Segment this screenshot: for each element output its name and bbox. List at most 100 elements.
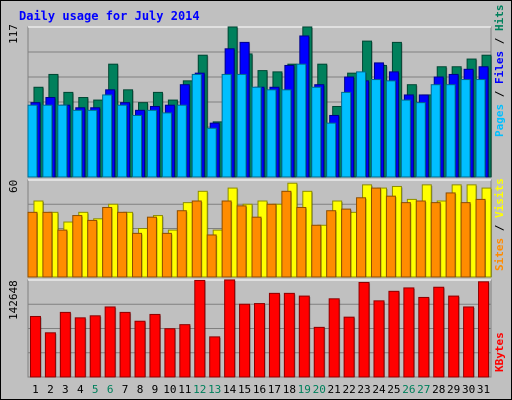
kbytes-bar [179, 324, 191, 378]
pages-bar [146, 109, 157, 178]
chart-title: Daily usage for July 2014 [19, 9, 200, 23]
day-label: 16 [253, 383, 266, 396]
pages-bar [341, 91, 352, 178]
pages-bar [400, 99, 411, 178]
pages-bar [266, 89, 277, 178]
sites-bar [370, 187, 381, 278]
kbytes-bar [373, 300, 385, 378]
requests-max-label: 117 [7, 24, 20, 44]
pages-bar [460, 79, 471, 178]
kbytes-bar [418, 296, 430, 378]
day-label: 20 [313, 383, 326, 396]
pages-bar [191, 73, 202, 178]
pages-bar [326, 122, 337, 178]
legend-separator: / [493, 31, 506, 51]
sites-bar [161, 232, 172, 278]
sites-bar [341, 208, 352, 278]
sites-bar [430, 202, 441, 278]
kbytes-bar [358, 281, 370, 378]
visits-legend: Sites / Visits [493, 178, 506, 271]
pages-bar [206, 127, 217, 178]
pages-bar [236, 73, 247, 178]
pages-bar [445, 84, 456, 178]
sites-bar [72, 215, 83, 278]
pages-bar [370, 79, 381, 178]
kbytes-bar [164, 328, 176, 378]
pages-bar [102, 94, 113, 178]
sites-bar [176, 210, 187, 278]
day-label: 28 [432, 383, 445, 396]
pages-bar [161, 112, 172, 178]
pages-bar [221, 73, 232, 178]
day-label: 12 [193, 383, 206, 396]
legend-separator: / [493, 84, 506, 104]
day-label: 10 [163, 383, 176, 396]
kbytes-bar [59, 311, 71, 378]
kbytes-bar [463, 306, 475, 378]
kbytes-bar [149, 313, 161, 378]
sites-bar [415, 200, 426, 278]
day-label: 7 [122, 383, 129, 396]
pages-bar [42, 104, 53, 178]
day-label: 25 [387, 383, 400, 396]
visits-max-label: 60 [7, 180, 20, 193]
legend-separator: / [493, 218, 506, 238]
kbytes-bar [254, 303, 265, 378]
kbytes-bar [89, 315, 101, 378]
sites-bar [266, 203, 277, 278]
pages-bar [251, 86, 262, 178]
day-label: 29 [447, 383, 460, 396]
day-label: 15 [238, 383, 251, 396]
day-label: 8 [137, 383, 144, 396]
day-label: 18 [283, 383, 296, 396]
pages-bar [72, 109, 83, 178]
x-axis-labels: 1 2 3 4 5 6 7 8 9 10 11 12 13 14 15 16 17 18 19 20 21 22 23 24 2… [32, 383, 490, 396]
day-label: 5 [92, 383, 99, 396]
kbytes-bar [433, 286, 445, 378]
kbytes-panel [27, 279, 492, 378]
kbytes-bar [403, 287, 415, 378]
sites-bar [385, 195, 396, 278]
visits-panel [27, 179, 493, 278]
sites-bar [445, 192, 456, 278]
sites-bar [57, 229, 68, 278]
day-label: 14 [223, 383, 237, 396]
day-label: 26 [402, 383, 415, 396]
pages-bar [430, 84, 441, 178]
pages-bar [176, 104, 187, 178]
day-label: 23 [357, 383, 370, 396]
day-label: 17 [268, 383, 281, 396]
day-label: 30 [462, 383, 475, 396]
pages-bar [117, 104, 128, 178]
kbytes-bar [239, 303, 251, 378]
sites-bar [102, 206, 113, 278]
sites-bar [311, 224, 322, 278]
sites-bar [460, 202, 471, 278]
kbytes-bar [388, 290, 400, 378]
day-label: 2 [47, 383, 54, 396]
kbytes-bar [119, 311, 131, 378]
sites-bar [42, 211, 53, 278]
pages-bar [27, 104, 38, 178]
pages-bar [132, 114, 143, 178]
sites-bar [326, 210, 337, 278]
sites-bar [281, 190, 292, 278]
sites-bar [27, 211, 38, 278]
kbytes-bar [104, 306, 116, 378]
day-label: 19 [298, 383, 311, 396]
pages-bar [415, 102, 426, 178]
sites-bar [206, 234, 217, 278]
pages-bar [311, 86, 322, 178]
kbytes-bar [268, 292, 280, 378]
pages-bar [87, 109, 98, 178]
legend-sites: Sites [493, 238, 506, 271]
sites-bar [132, 232, 143, 278]
day-label: 1 [32, 383, 39, 396]
kbytes-max-label: 142648 [7, 280, 20, 320]
day-label: 22 [342, 383, 355, 396]
kbytes-bar [29, 315, 41, 378]
sites-bar [236, 205, 247, 278]
sites-bar [296, 206, 307, 278]
sites-bar [251, 216, 262, 278]
